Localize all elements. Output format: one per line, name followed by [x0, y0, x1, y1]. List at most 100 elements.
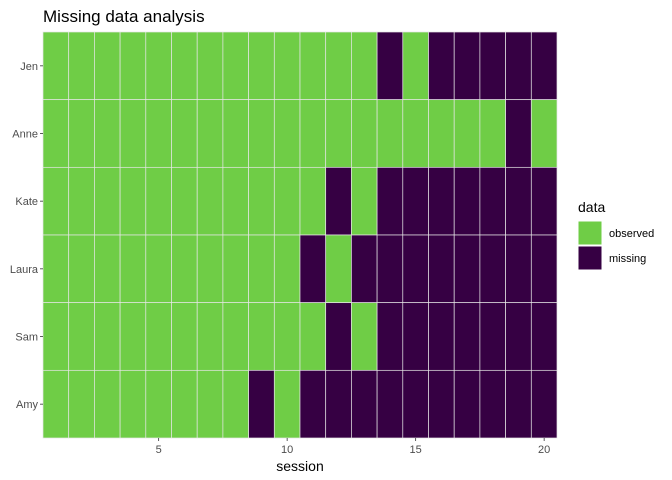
tile-laura-session-10	[273, 234, 301, 304]
tile-kate-session-5	[145, 166, 172, 236]
tile-jen-session-6	[171, 31, 198, 101]
tile-kate-session-9	[248, 166, 275, 236]
tile-kate-session-1	[42, 166, 70, 236]
tile-jen-session-7	[196, 31, 224, 101]
y-tick-label-laura: Laura	[10, 264, 39, 276]
tile-anne-session-4	[119, 99, 147, 168]
tile-laura-session-9	[248, 234, 275, 304]
x-axis-title: session	[276, 458, 323, 474]
tile-amy-session-11	[299, 369, 327, 439]
tile-anne-session-7	[196, 99, 224, 168]
tile-sam-session-9	[248, 302, 275, 371]
tile-sam-session-11	[299, 302, 327, 371]
tile-anne-session-11	[299, 99, 327, 168]
tile-kate-session-3	[94, 166, 121, 236]
tile-sam-session-15	[402, 302, 429, 371]
tile-kate-session-13	[351, 166, 378, 236]
tile-jen-session-18	[479, 31, 506, 101]
tile-amy-session-6	[171, 369, 198, 439]
tile-anne-session-16	[428, 99, 455, 168]
tile-laura-session-13	[351, 234, 378, 304]
tile-amy-session-17	[453, 369, 481, 439]
tile-laura-session-20	[530, 234, 558, 304]
tile-jen-session-19	[505, 31, 532, 101]
legend-label-observed: observed	[609, 228, 654, 240]
x-tick-label-10: 10	[281, 444, 293, 456]
tile-laura-session-2	[68, 234, 95, 304]
tile-anne-session-17	[453, 99, 481, 168]
tile-amy-session-19	[505, 369, 532, 439]
tile-kate-session-4	[119, 166, 147, 236]
tile-kate-session-20	[530, 166, 558, 236]
tile-jen-session-4	[119, 31, 147, 101]
heatmap-tiles	[42, 31, 558, 439]
tile-jen-session-10	[273, 31, 301, 101]
x-tick-label-5: 5	[156, 444, 162, 456]
tile-amy-session-12	[325, 369, 352, 439]
tile-anne-session-2	[68, 99, 95, 168]
tile-sam-session-20	[530, 302, 558, 371]
y-tick-labels: Jen Anne Kate Laura Sam Amy	[10, 61, 43, 411]
tile-sam-session-7	[196, 302, 224, 371]
tile-laura-session-11	[299, 234, 327, 304]
tile-jen-session-11	[299, 31, 327, 101]
tile-anne-session-6	[171, 99, 198, 168]
x-tick-label-15: 15	[410, 444, 422, 456]
tile-sam-session-18	[479, 302, 506, 371]
tile-anne-session-5	[145, 99, 172, 168]
tile-sam-session-14	[376, 302, 404, 371]
legend-title: data	[578, 199, 605, 215]
tile-anne-session-15	[402, 99, 429, 168]
chart-title: Missing data analysis	[43, 7, 205, 26]
tile-anne-session-20	[530, 99, 558, 168]
tile-kate-session-18	[479, 166, 506, 236]
tile-sam-session-5	[145, 302, 172, 371]
tile-jen-session-3	[94, 31, 121, 101]
tile-anne-session-9	[248, 99, 275, 168]
tile-kate-session-12	[325, 166, 352, 236]
tile-anne-session-10	[273, 99, 301, 168]
tile-sam-session-6	[171, 302, 198, 371]
y-tick-label-anne: Anne	[12, 129, 38, 141]
tile-sam-session-19	[505, 302, 532, 371]
tile-jen-session-9	[248, 31, 275, 101]
tile-amy-session-10	[273, 369, 301, 439]
tile-amy-session-15	[402, 369, 429, 439]
tile-sam-session-12	[325, 302, 352, 371]
tile-jen-session-2	[68, 31, 95, 101]
x-tick-labels: 5 10 15 20	[156, 438, 550, 456]
tile-amy-session-13	[351, 369, 378, 439]
legend: data observed missing	[577, 199, 654, 271]
tile-laura-session-17	[453, 234, 481, 304]
tile-laura-session-12	[325, 234, 352, 304]
tile-laura-session-14	[376, 234, 404, 304]
tile-sam-session-3	[94, 302, 121, 371]
tile-jen-session-12	[325, 31, 352, 101]
tile-amy-session-18	[479, 369, 506, 439]
tile-jen-session-15	[402, 31, 429, 101]
tile-laura-session-4	[119, 234, 147, 304]
y-tick-label-kate: Kate	[15, 196, 38, 208]
tile-jen-session-16	[428, 31, 455, 101]
tile-anne-session-3	[94, 99, 121, 168]
tile-kate-session-10	[273, 166, 301, 236]
tile-amy-session-4	[119, 369, 147, 439]
tile-sam-session-16	[428, 302, 455, 371]
legend-label-missing: missing	[609, 253, 646, 265]
tile-jen-session-5	[145, 31, 172, 101]
tile-laura-session-19	[505, 234, 532, 304]
tile-amy-session-8	[222, 369, 249, 439]
tile-kate-session-7	[196, 166, 224, 236]
tile-kate-session-2	[68, 166, 95, 236]
tile-sam-session-10	[273, 302, 301, 371]
tile-kate-session-8	[222, 166, 249, 236]
tile-sam-session-4	[119, 302, 147, 371]
legend-key-missing	[577, 245, 603, 271]
tile-laura-session-1	[42, 234, 70, 304]
x-tick-label-20: 20	[538, 444, 550, 456]
tile-sam-session-13	[351, 302, 378, 371]
tile-anne-session-8	[222, 99, 249, 168]
tile-amy-session-5	[145, 369, 172, 439]
tile-kate-session-6	[171, 166, 198, 236]
tile-jen-session-14	[376, 31, 404, 101]
